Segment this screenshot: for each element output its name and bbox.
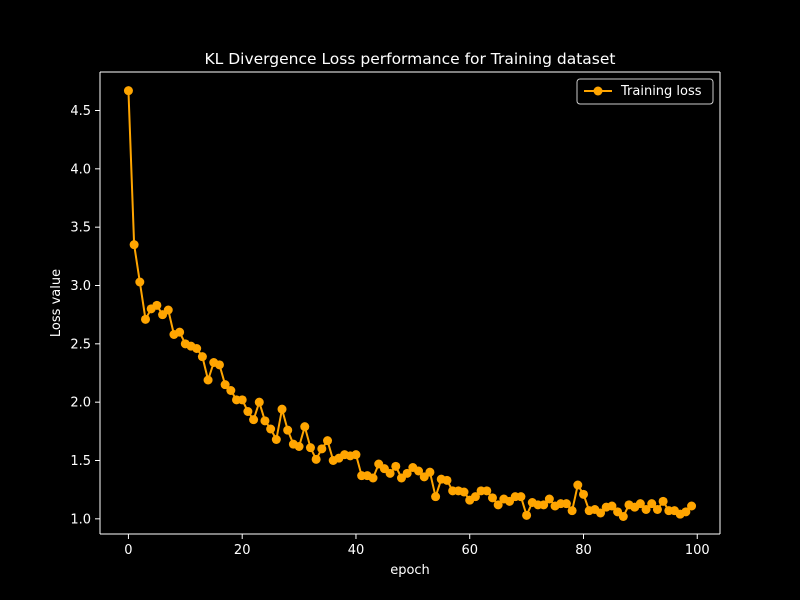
data-point	[522, 510, 532, 520]
data-point	[385, 468, 395, 478]
x-tick-label: 40	[348, 543, 365, 558]
data-point	[425, 467, 435, 477]
data-point	[266, 424, 276, 434]
x-tick-label: 100	[685, 543, 710, 558]
data-point	[283, 425, 293, 435]
y-axis-label: Loss value	[49, 269, 64, 337]
data-point	[271, 435, 281, 444]
data-point	[141, 314, 150, 324]
data-point	[135, 277, 145, 287]
data-point	[459, 487, 469, 497]
x-tick-label: 80	[575, 543, 592, 558]
data-point	[175, 327, 185, 337]
data-point	[305, 443, 315, 453]
data-point	[214, 360, 224, 370]
y-tick-label: 4.5	[70, 104, 91, 119]
data-point	[487, 493, 497, 503]
data-point	[578, 489, 588, 499]
x-tick-label: 20	[234, 543, 251, 558]
data-point	[254, 397, 264, 407]
data-point	[402, 468, 412, 478]
data-point	[607, 501, 617, 511]
data-point	[391, 461, 401, 471]
data-point	[442, 475, 452, 485]
y-tick-label: 2.5	[70, 337, 91, 352]
data-point	[516, 492, 526, 502]
data-point	[635, 499, 645, 509]
data-point	[567, 506, 577, 516]
data-point	[470, 492, 480, 502]
legend-label: Training loss	[620, 84, 702, 99]
y-ticks: 1.0 1.5 2.0 2.5 3.0 3.5 4.0 4.5	[70, 104, 100, 527]
data-point	[431, 492, 441, 502]
data-point	[300, 422, 310, 432]
data-point	[561, 499, 571, 509]
data-point	[277, 404, 287, 414]
data-point	[482, 486, 492, 496]
data-point	[539, 500, 549, 510]
data-point	[311, 454, 321, 464]
data-point	[220, 380, 230, 390]
axes-frame	[99, 71, 721, 535]
x-axis-label: epoch	[390, 563, 430, 578]
data-point	[641, 505, 651, 514]
data-point	[658, 496, 668, 506]
data-point	[152, 300, 162, 310]
data-point	[243, 407, 253, 416]
data-point	[368, 473, 378, 483]
data-point	[294, 442, 304, 451]
data-point	[493, 500, 503, 510]
y-tick-label: 3.5	[70, 221, 91, 236]
x-tick-label: 0	[124, 543, 132, 558]
data-point	[129, 240, 139, 250]
legend-marker-swatch	[593, 86, 603, 96]
y-tick-label: 2.0	[70, 396, 91, 411]
data-point	[237, 395, 247, 405]
data-point	[573, 480, 583, 490]
data-point	[192, 344, 202, 353]
series-line-training-loss	[127, 90, 693, 518]
data-point	[544, 494, 554, 504]
data-point	[681, 507, 691, 517]
y-tick-label: 1.0	[70, 512, 91, 527]
data-point	[652, 505, 662, 514]
data-point	[618, 512, 628, 521]
data-point	[687, 501, 697, 511]
y-tick-label: 4.0	[70, 162, 91, 177]
data-point	[647, 499, 657, 509]
data-point	[197, 352, 207, 362]
x-ticks: 0 20 40 60 80 100	[124, 534, 710, 558]
data-point	[123, 86, 133, 96]
legend-box	[576, 78, 714, 105]
data-point	[163, 305, 173, 315]
x-tick-label: 60	[461, 543, 478, 558]
chart-title: KL Divergence Loss performance for Train…	[204, 50, 615, 68]
data-point	[203, 375, 213, 385]
data-point	[351, 450, 361, 460]
data-point	[317, 444, 327, 454]
data-point	[226, 386, 236, 395]
y-tick-label: 1.5	[70, 454, 91, 469]
legend: Training loss	[576, 78, 714, 105]
y-tick-label: 3.0	[70, 279, 91, 294]
data-point	[323, 436, 333, 446]
data-point	[414, 466, 424, 476]
data-point	[596, 508, 606, 518]
data-point	[260, 416, 270, 426]
series-layer	[123, 86, 697, 521]
data-point	[249, 415, 259, 425]
